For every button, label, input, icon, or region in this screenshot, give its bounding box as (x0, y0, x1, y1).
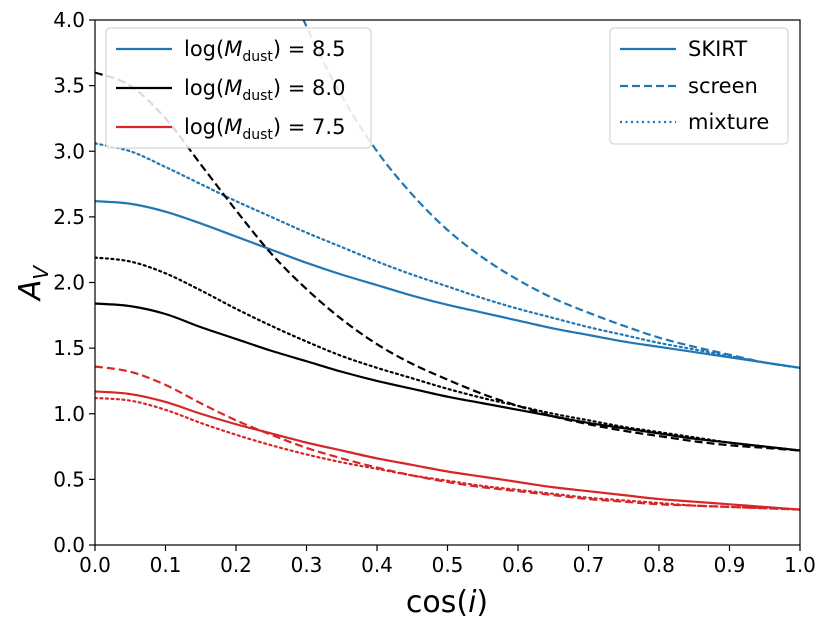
x-tick-label: 0.9 (714, 553, 746, 577)
x-tick-label: 0.2 (220, 553, 252, 577)
x-tick-label: 0.6 (502, 553, 534, 577)
legend-mass-entry: log(Mdust) = 8.0 (116, 76, 345, 104)
x-tick-label: 1.0 (784, 553, 816, 577)
y-tick-label: 3.0 (53, 139, 85, 163)
y-tick-label: 2.5 (53, 205, 85, 229)
legend-mass-label: log(Mdust) = 8.5 (184, 37, 345, 65)
series-line-3 (95, 302, 800, 452)
x-tick-label: 0.1 (150, 553, 182, 577)
legend-mass-label: log(Mdust) = 7.5 (184, 115, 345, 143)
y-tick-label: 1.0 (53, 402, 85, 426)
y-tick-label: 2.0 (53, 271, 85, 295)
y-axis-label: AV (13, 265, 53, 303)
x-tick-label: 0.7 (573, 553, 605, 577)
x-axis-label: cos(i) (406, 585, 488, 620)
x-tick-label: 0.5 (432, 553, 464, 577)
x-tick-label: 0.8 (643, 553, 675, 577)
series-line-8 (95, 396, 800, 511)
legend-method-label: mixture (688, 110, 769, 134)
x-tick-label: 0.0 (79, 553, 111, 577)
legend-method-entry: screen (620, 74, 758, 98)
series-line-6 (95, 390, 800, 511)
legend-mass-label: log(Mdust) = 8.0 (184, 76, 345, 104)
series-line-5 (95, 256, 800, 452)
legend-method: SKIRT screen mixture (609, 27, 789, 145)
legend-method-entry: mixture (620, 110, 769, 134)
legend-method-label: screen (688, 74, 758, 98)
y-tick-label: 0.5 (53, 467, 85, 491)
y-tick-label: 4.0 (53, 8, 85, 32)
legend-mass-entry: log(Mdust) = 8.5 (116, 37, 345, 65)
series-line-2 (95, 142, 800, 369)
x-tick-label: 0.4 (361, 553, 393, 577)
legend-method-entry: SKIRT (620, 37, 747, 61)
series-line-0 (95, 200, 800, 369)
x-tick-label: 0.3 (291, 553, 323, 577)
y-tick-label: 3.5 (53, 74, 85, 98)
y-tick-label: 0.0 (53, 533, 85, 557)
legend-mass-entry: log(Mdust) = 7.5 (116, 115, 345, 143)
legend-method-label: SKIRT (688, 37, 747, 61)
legend-mass: log(Mdust) = 8.5 log(Mdust) = 8.0 log(Md… (105, 27, 372, 149)
y-tick-label: 1.5 (53, 336, 85, 360)
series-line-7 (95, 365, 800, 511)
series-line-4 (95, 71, 800, 452)
